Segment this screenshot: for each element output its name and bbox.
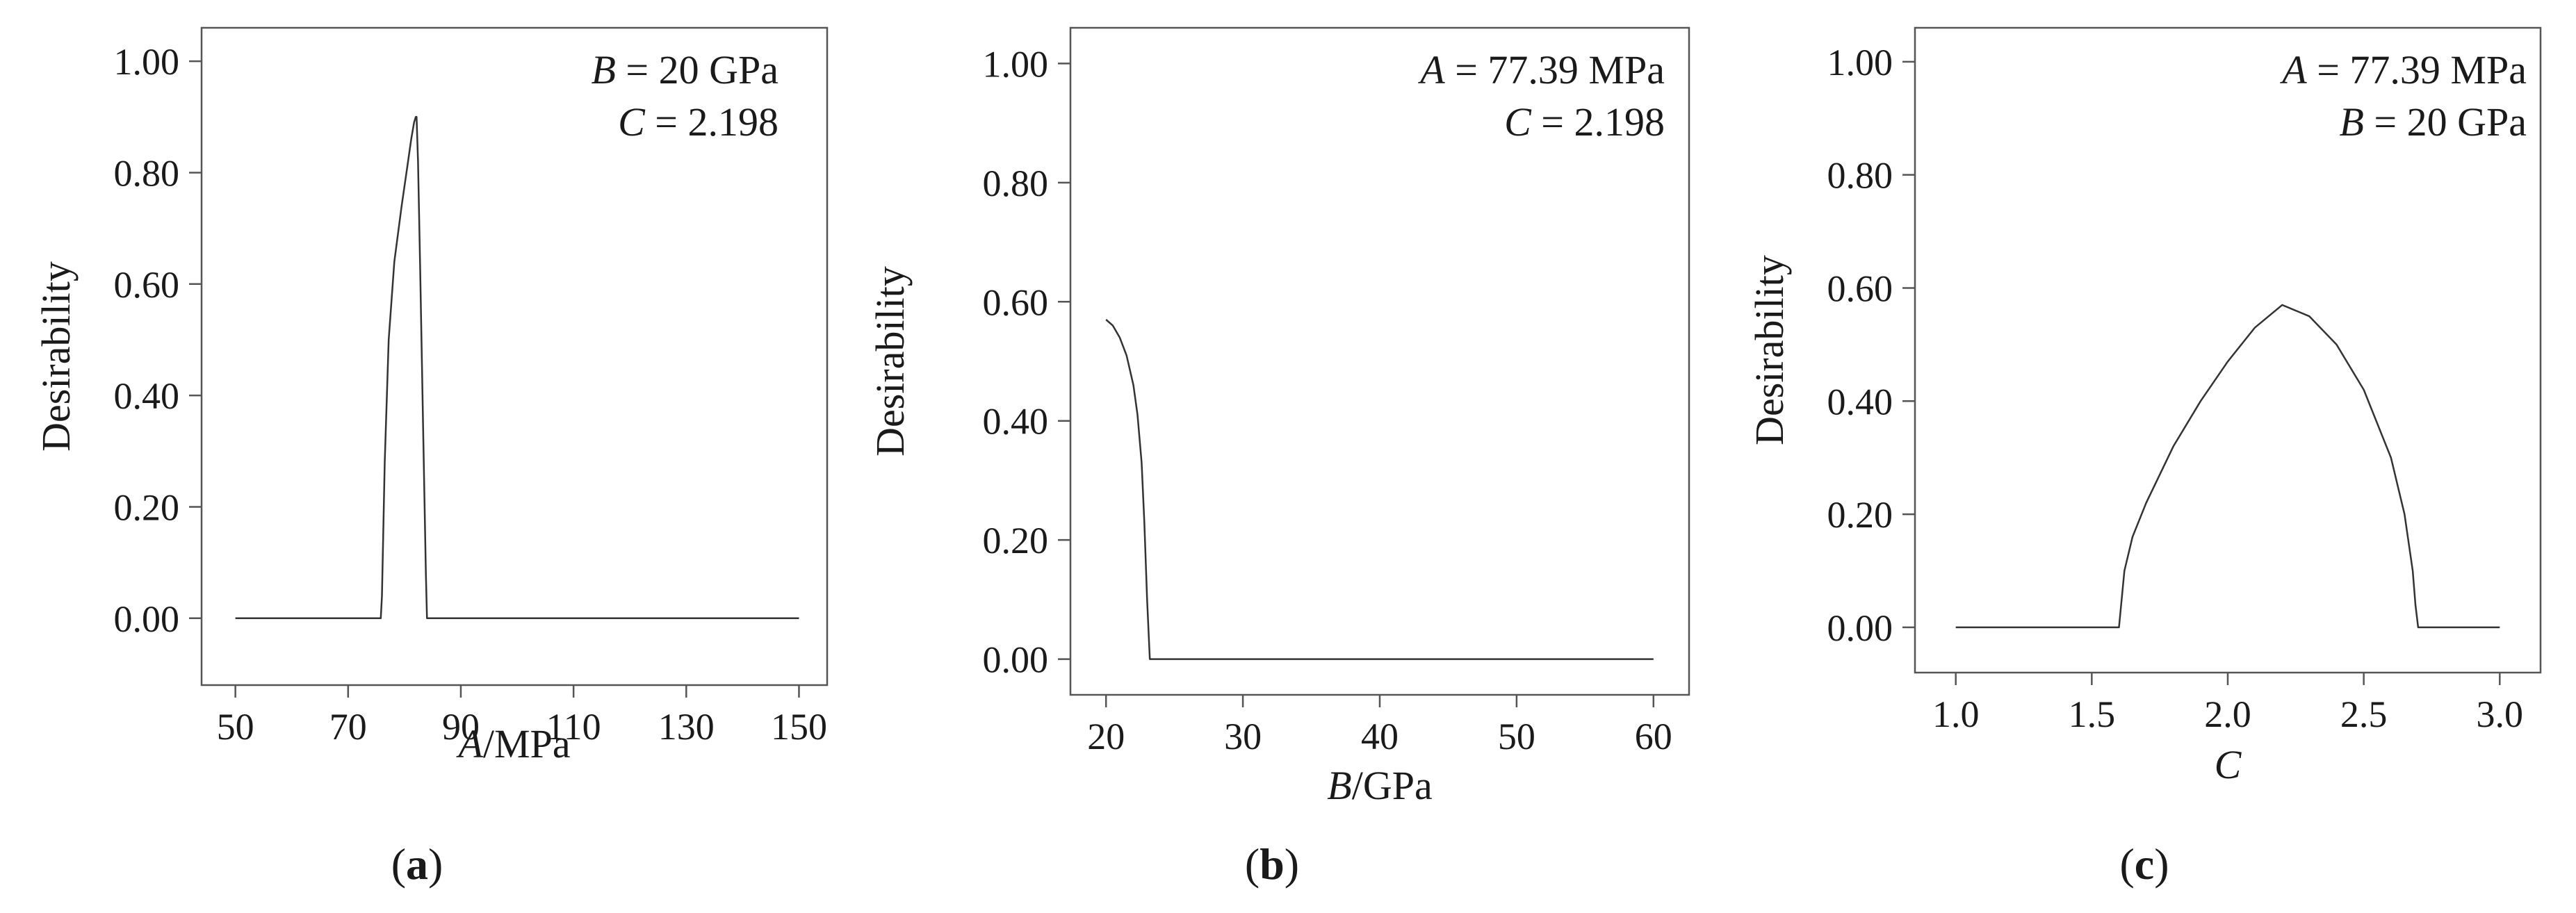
x-axis-variable: C bbox=[2215, 742, 2242, 787]
x-tick-label: 2.5 bbox=[2340, 693, 2388, 735]
parameter-annotation: A = 77.39 MPa bbox=[1417, 47, 1665, 92]
x-axis-variable: A bbox=[455, 721, 483, 766]
x-tick-label: 3.0 bbox=[2477, 693, 2524, 735]
x-axis-title: C bbox=[2215, 742, 2242, 787]
y-tick-label: 0.60 bbox=[983, 281, 1049, 323]
x-tick-label: 130 bbox=[658, 706, 715, 748]
y-tick-label: 0.00 bbox=[983, 639, 1049, 681]
x-axis-variable: B bbox=[1327, 763, 1351, 808]
x-tick-label: 50 bbox=[1498, 716, 1535, 757]
y-tick-label: 0.00 bbox=[1827, 607, 1893, 649]
annotation-value: = 2.198 bbox=[645, 99, 778, 145]
panel-label-part: b bbox=[1260, 839, 1285, 889]
y-tick-label: 0.40 bbox=[114, 375, 180, 417]
y-tick-label: 0.80 bbox=[1827, 155, 1893, 197]
annotation-variable: C bbox=[618, 99, 646, 145]
panel-b: 20 30 40 50 60 0.00 0.20 0.40 0.60 0.80 1.00 B/GPa D… bbox=[867, 26, 1690, 889]
annotation-value: = 20 GPa bbox=[616, 47, 778, 92]
y-tick-label: 0.40 bbox=[1827, 381, 1893, 422]
parameter-annotation: C = 2.198 bbox=[618, 99, 778, 145]
panel-a: 50 70 90 110 130 150 0.00 0.20 0.40 0.60 0.80 1.00 A… bbox=[33, 26, 829, 889]
x-tick-label: 30 bbox=[1224, 716, 1262, 757]
annotation-variable: C bbox=[1504, 99, 1532, 145]
x-axis-unit: /MPa bbox=[483, 721, 571, 766]
annotation-value: = 77.39 MPa bbox=[2307, 47, 2527, 92]
y-tick-label: 0.00 bbox=[114, 598, 180, 640]
parameter-annotation: B = 20 GPa bbox=[591, 47, 778, 92]
y-axis-title: Desirability bbox=[1747, 255, 1792, 445]
annotation-variable: A bbox=[2279, 47, 2307, 92]
x-axis-unit: /GPa bbox=[1352, 763, 1433, 808]
parameter-annotation: C = 2.198 bbox=[1504, 99, 1665, 145]
y-tick-label: 0.60 bbox=[1827, 268, 1893, 309]
annotation-variable: B bbox=[2339, 99, 2363, 145]
x-tick-label: 2.0 bbox=[2204, 693, 2251, 735]
x-tick-label: 150 bbox=[771, 706, 827, 748]
parameter-annotation: A = 77.39 MPa bbox=[2279, 47, 2527, 92]
x-tick-label: 60 bbox=[1635, 716, 1672, 757]
x-tick-label: 20 bbox=[1087, 716, 1125, 757]
y-axis-title: Desirability bbox=[867, 266, 913, 456]
panel-label-part: ( bbox=[391, 839, 406, 889]
x-tick-label: 110 bbox=[546, 706, 601, 748]
desirability-curve bbox=[1955, 304, 2500, 629]
x-tick-label: 90 bbox=[442, 706, 480, 748]
parameter-annotation: B = 20 GPa bbox=[2339, 99, 2527, 145]
panel-label-part: ( bbox=[1245, 839, 1260, 889]
y-tick-label: 0.60 bbox=[114, 264, 180, 306]
x-tick-label: 1.5 bbox=[2069, 693, 2116, 735]
annotation-variable: A bbox=[1417, 47, 1445, 92]
y-tick-label: 1.00 bbox=[983, 43, 1049, 85]
panel-label: (b) bbox=[1245, 839, 1299, 889]
x-tick-label: 1.0 bbox=[1932, 693, 1980, 735]
y-tick-label: 0.40 bbox=[983, 401, 1049, 443]
annotation-value: = 77.39 MPa bbox=[1445, 47, 1665, 92]
y-tick-label: 1.00 bbox=[1827, 42, 1893, 83]
panel-label-part: ( bbox=[2119, 839, 2134, 889]
desirability-curve bbox=[235, 116, 799, 620]
panel-label: (c) bbox=[2119, 839, 2169, 889]
panel-label-part: ) bbox=[2154, 839, 2169, 889]
y-tick-label: 0.20 bbox=[1827, 494, 1893, 536]
x-tick-label: 50 bbox=[217, 706, 254, 748]
y-tick-label: 0.20 bbox=[114, 486, 180, 528]
x-tick-label: 70 bbox=[329, 706, 367, 748]
panel-label-part: c bbox=[2135, 839, 2154, 889]
panel-c: 1.0 1.5 2.0 2.5 3.0 0.00 0.20 0.40 0.60 0.80 1.00 C… bbox=[1747, 26, 2542, 889]
x-tick-label: 40 bbox=[1361, 716, 1399, 757]
panel-label-part: ) bbox=[1285, 839, 1299, 889]
annotation-variable: B bbox=[591, 47, 615, 92]
y-tick-label: 1.00 bbox=[114, 41, 180, 83]
panel-label-part: ) bbox=[428, 839, 443, 889]
y-tick-label: 0.80 bbox=[983, 163, 1049, 204]
panel-label: (a) bbox=[391, 839, 443, 889]
y-tick-label: 0.20 bbox=[983, 520, 1049, 561]
y-tick-label: 0.80 bbox=[114, 152, 180, 194]
x-axis-title: A/MPa bbox=[455, 721, 570, 766]
annotation-value: = 2.198 bbox=[1531, 99, 1665, 145]
x-axis-title: B/GPa bbox=[1327, 763, 1432, 808]
annotation-value: = 20 GPa bbox=[2364, 99, 2527, 145]
y-axis-title: Desirability bbox=[33, 261, 79, 452]
desirability-curve bbox=[1105, 319, 1654, 660]
plot-frame bbox=[200, 26, 829, 686]
panel-label-part: a bbox=[406, 839, 428, 889]
